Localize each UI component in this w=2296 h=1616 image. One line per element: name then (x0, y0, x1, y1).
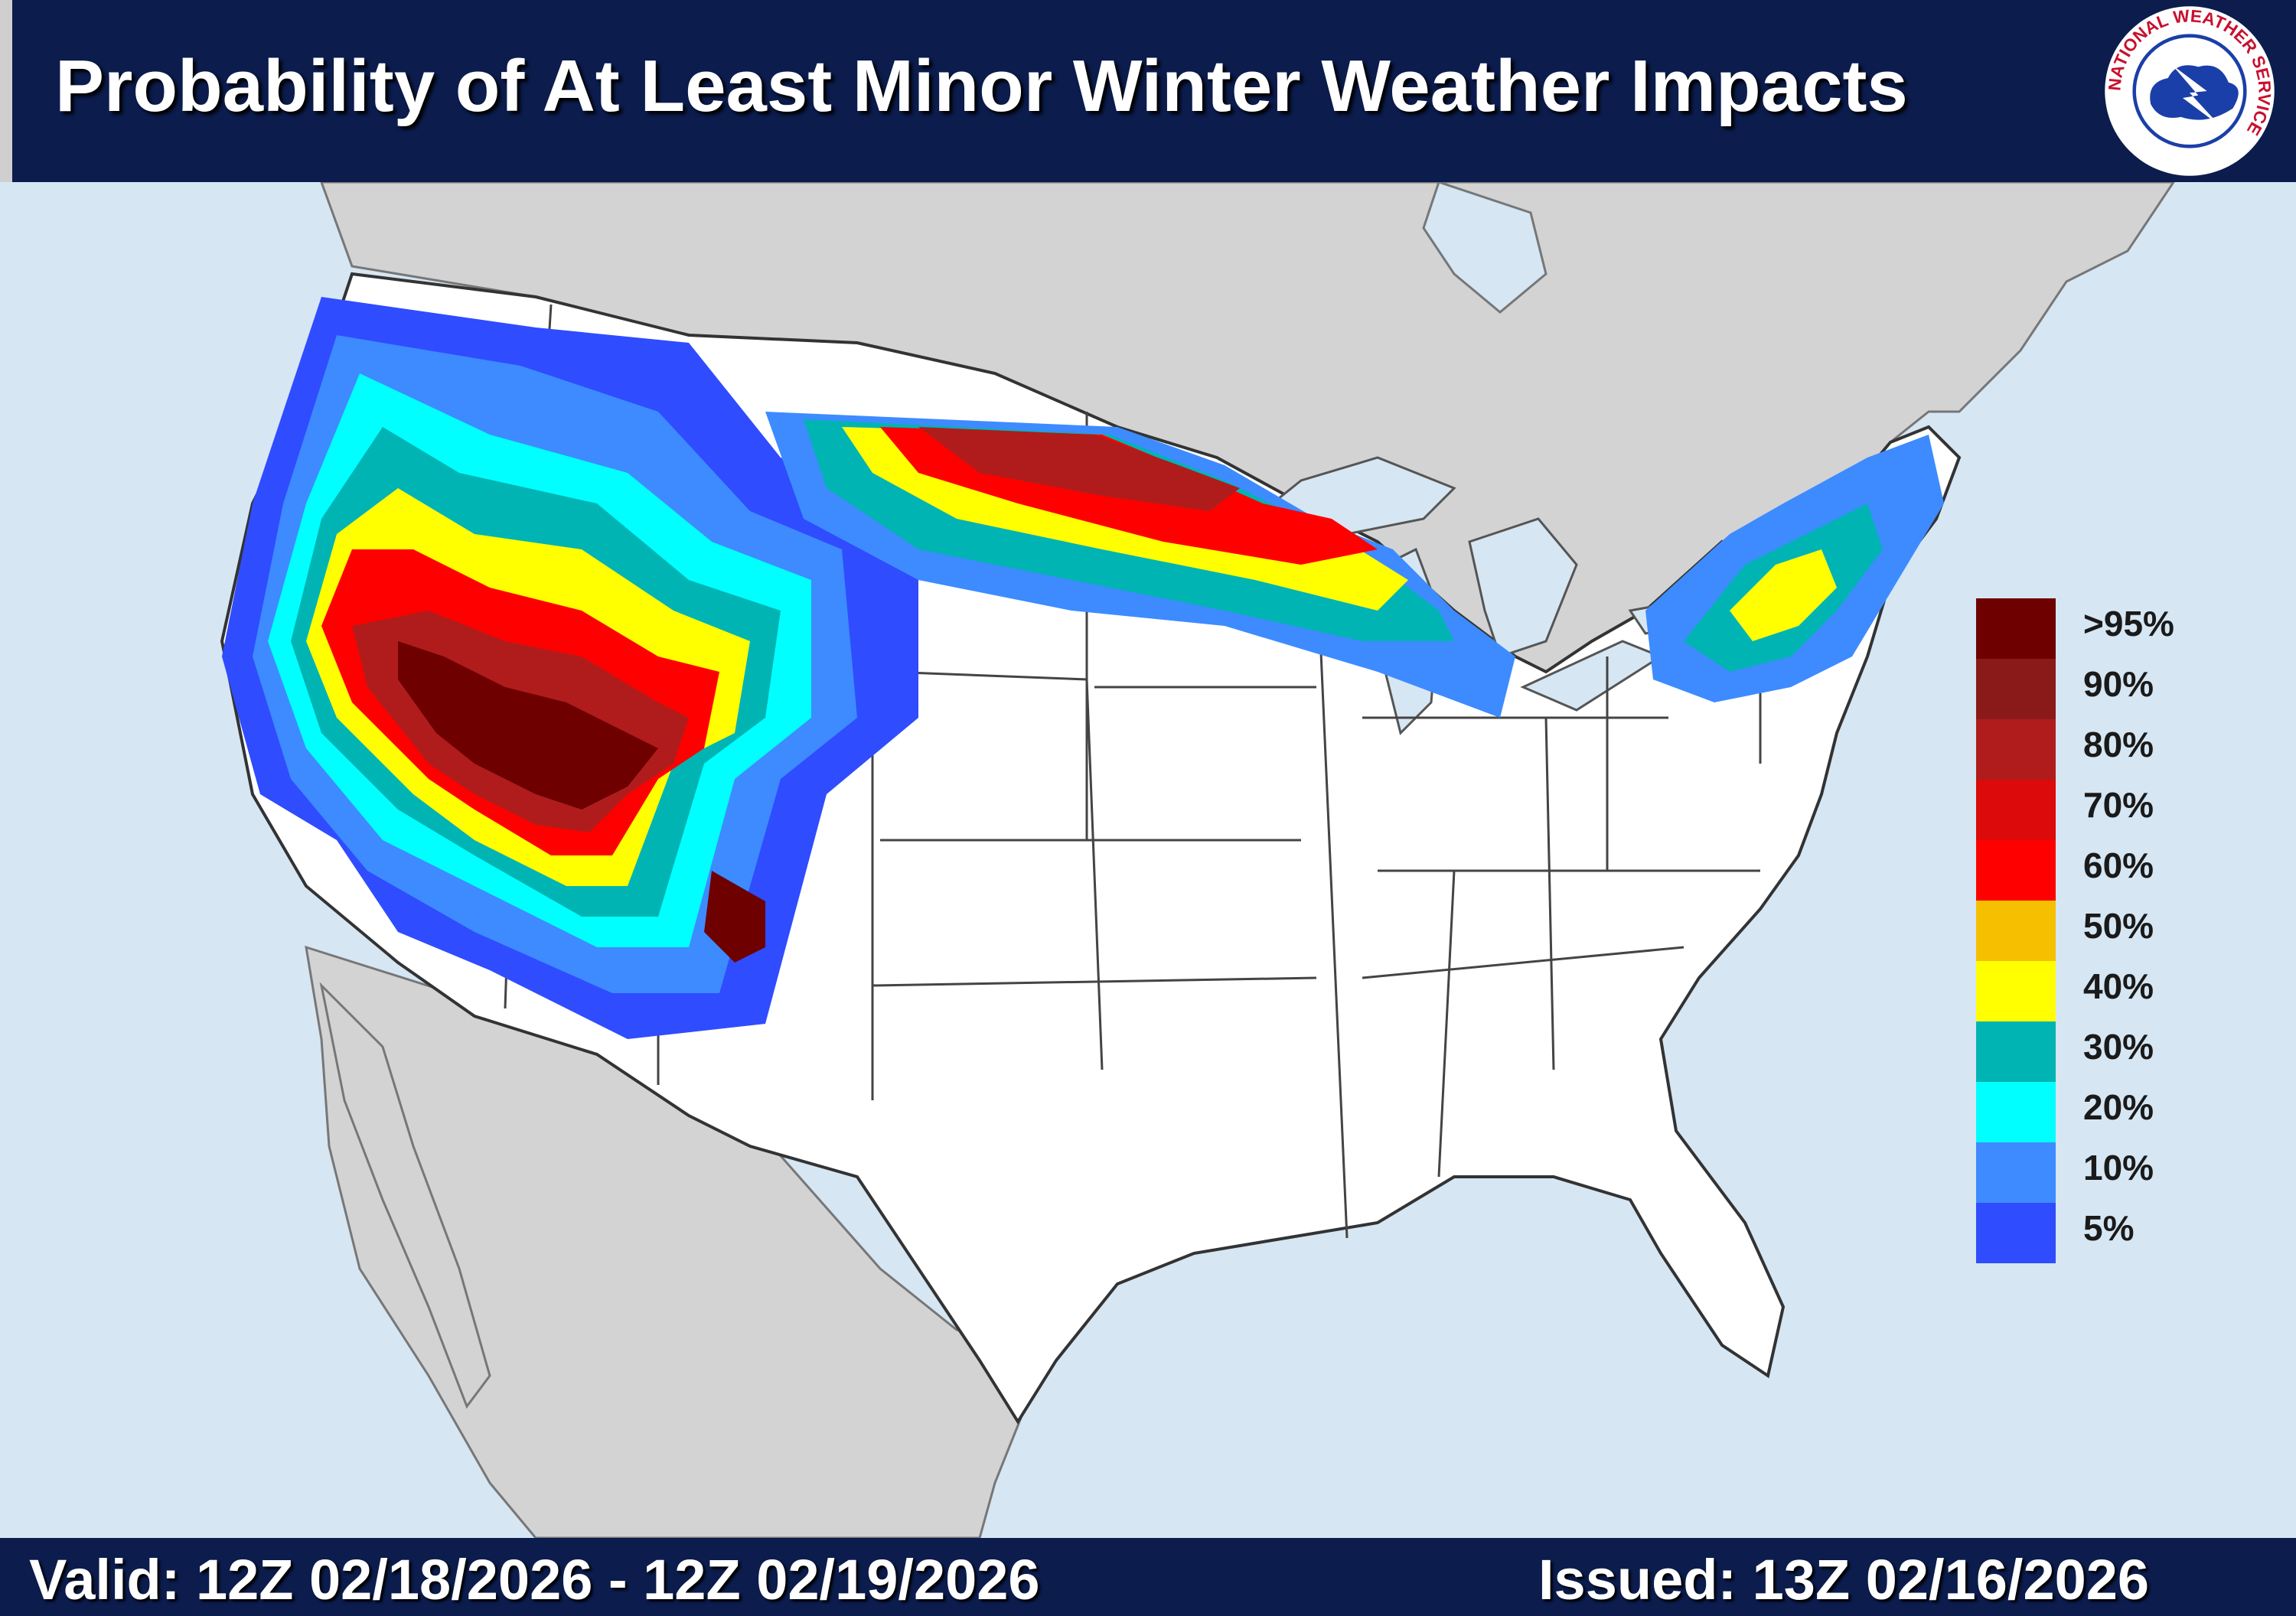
valid-time-range: Valid: 12Z 02/18/2026 - 12Z 02/19/2026 (29, 1548, 1040, 1611)
legend-row: 50% (1976, 901, 2252, 961)
legend-row: 10% (1976, 1142, 2252, 1203)
issued-time: Issued: 13Z 02/16/2026 (1538, 1548, 2150, 1611)
shade-northeast-yellow (1730, 549, 1837, 641)
legend-row: >95% (1976, 598, 2252, 659)
legend-label: 5% (2083, 1208, 2135, 1248)
baja-peninsula (319, 982, 491, 1409)
legend-label: 50% (2083, 906, 2154, 946)
probability-shading (222, 297, 1944, 1039)
legend-swatch (1976, 598, 2056, 659)
legend-label: 70% (2083, 785, 2154, 825)
legend-swatch (1976, 1203, 2056, 1263)
page-title: Probability of At Least Minor Winter Wea… (55, 45, 1908, 127)
legend-row: 40% (1976, 961, 2252, 1021)
legend-label: 60% (2083, 845, 2154, 885)
header-bar: Probability of At Least Minor Winter Wea… (12, 0, 2296, 182)
legend-label: 10% (2083, 1148, 2154, 1188)
probability-legend: >95% 90% 80% 70% 60% 50% 40% 30% 20% 10% 5% (1976, 598, 2252, 1263)
probability-map (0, 182, 2296, 1538)
legend-label: 40% (2083, 966, 2154, 1006)
legend-label: 20% (2083, 1087, 2154, 1127)
legend-swatch (1976, 901, 2056, 961)
legend-swatch (1976, 780, 2056, 840)
nws-logo-icon: NATIONAL WEATHER SERVICE (2105, 6, 2275, 176)
legend-swatch (1976, 840, 2056, 901)
legend-swatch (1976, 719, 2056, 780)
legend-row: 80% (1976, 719, 2252, 780)
hudson-bay (1422, 182, 1548, 314)
lake-huron (1468, 517, 1578, 658)
shade-95pct-west (398, 641, 658, 810)
legend-row: 20% (1976, 1082, 2252, 1142)
legend-swatch (1976, 961, 2056, 1021)
legend-label: >95% (2083, 604, 2174, 643)
legend-row: 30% (1976, 1021, 2252, 1082)
legend-label: 30% (2083, 1027, 2154, 1067)
legend-row: 70% (1976, 780, 2252, 840)
legend-label: 90% (2083, 664, 2154, 704)
legend-row: 5% (1976, 1203, 2252, 1263)
legend-swatch (1976, 1142, 2056, 1203)
legend-label: 80% (2083, 725, 2154, 764)
shade-95pct-colorado (704, 871, 765, 963)
footer-bar: Valid: 12Z 02/18/2026 - 12Z 02/19/2026 I… (0, 1538, 2296, 1616)
legend-row: 90% (1976, 659, 2252, 719)
shade-northern-plains-dark (918, 427, 1240, 511)
legend-swatch (1976, 1021, 2056, 1082)
legend-row: 60% (1976, 840, 2252, 901)
legend-swatch (1976, 1082, 2056, 1142)
legend-swatch (1976, 659, 2056, 719)
